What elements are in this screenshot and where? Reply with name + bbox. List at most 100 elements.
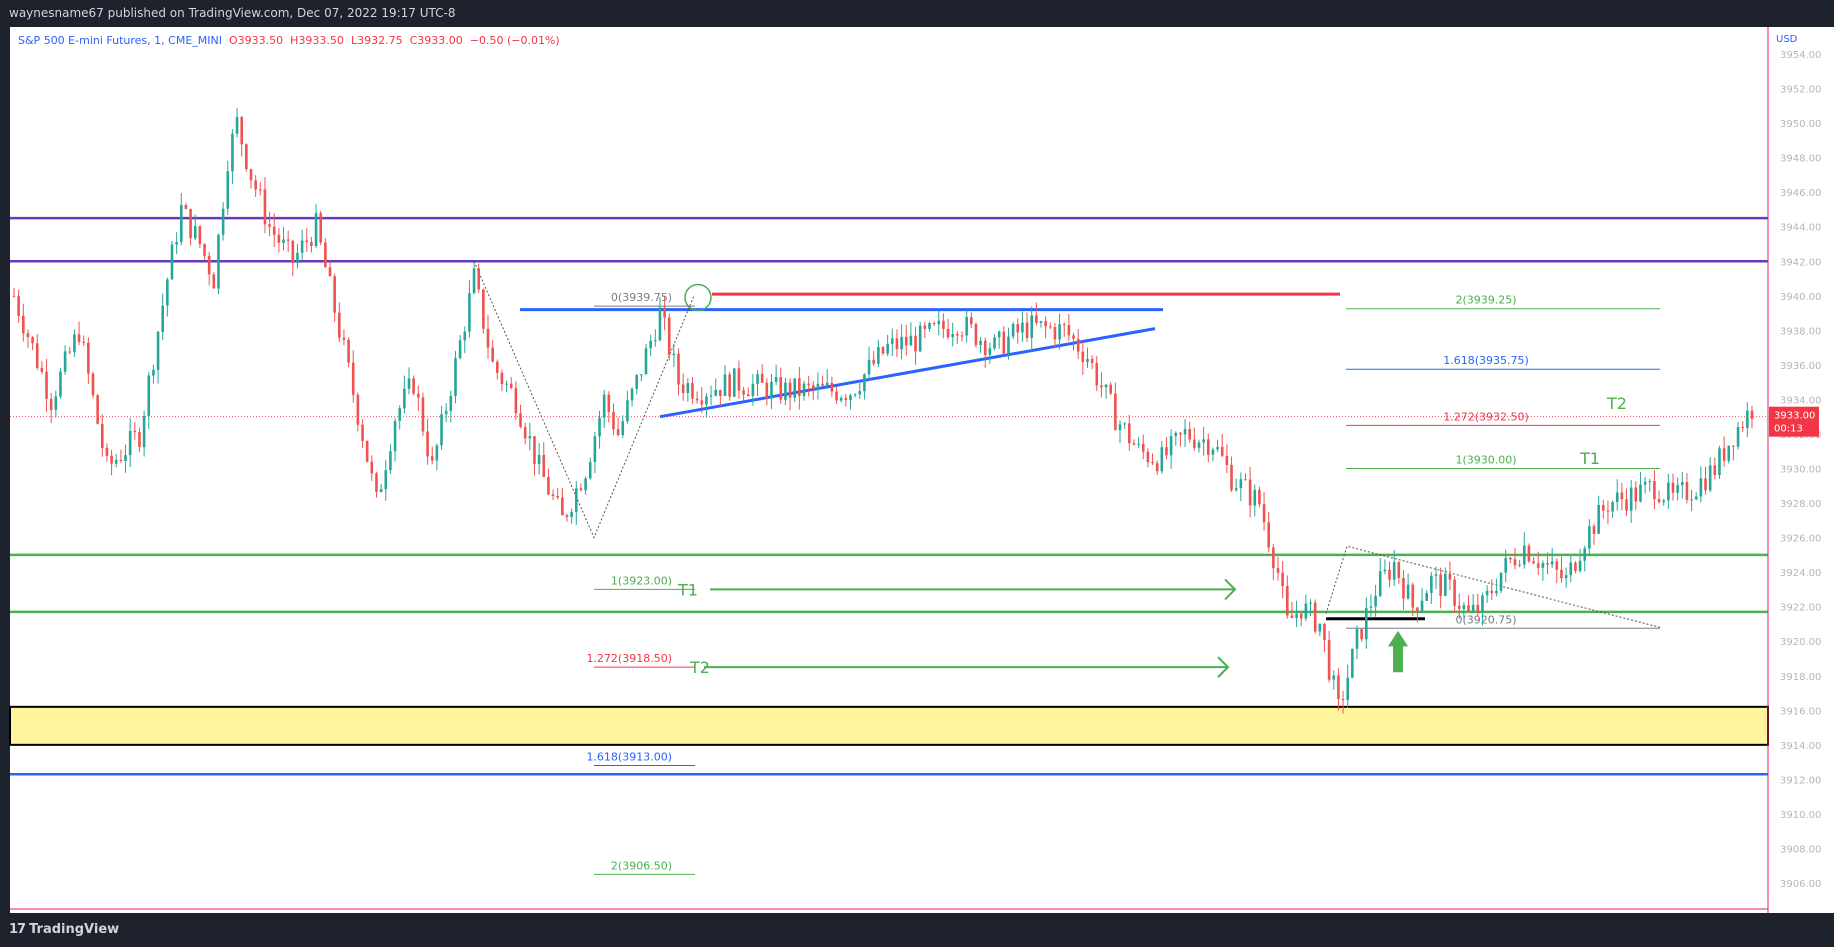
candle-body bbox=[542, 454, 546, 477]
candle-body bbox=[1244, 479, 1247, 481]
candle-body bbox=[258, 189, 262, 191]
candle-body bbox=[1676, 485, 1679, 493]
candle-body bbox=[96, 395, 99, 424]
candle-body bbox=[486, 328, 490, 348]
candle-body bbox=[1021, 322, 1024, 333]
candle-body bbox=[705, 396, 708, 405]
candle-body bbox=[472, 268, 476, 294]
candle-body bbox=[1727, 445, 1731, 461]
candle-body bbox=[1067, 325, 1071, 336]
candle-body bbox=[951, 333, 955, 338]
candle-body bbox=[240, 117, 244, 145]
candle-body bbox=[723, 374, 727, 396]
candle-body bbox=[133, 430, 137, 433]
candle-body bbox=[1532, 561, 1535, 564]
candle-body bbox=[398, 408, 402, 421]
candle-body bbox=[384, 470, 388, 490]
candle-body bbox=[816, 383, 820, 390]
candle-body bbox=[463, 331, 467, 341]
price-tick-label: 3942.00 bbox=[1780, 257, 1821, 268]
candle-body bbox=[105, 447, 109, 456]
candle-body bbox=[370, 461, 374, 474]
pivot-circle[interactable] bbox=[684, 283, 712, 312]
candle-body bbox=[1369, 606, 1373, 608]
up-arrow-marker[interactable] bbox=[1388, 630, 1408, 673]
candle-body bbox=[1100, 385, 1103, 388]
candle-body bbox=[979, 340, 982, 346]
candle-body bbox=[1262, 504, 1266, 523]
candle-body bbox=[719, 389, 722, 396]
candle-body bbox=[454, 358, 457, 396]
candle-body bbox=[128, 430, 132, 456]
candle-body bbox=[756, 374, 759, 384]
candle-body bbox=[728, 374, 731, 397]
candle-body bbox=[533, 436, 536, 464]
candle-body bbox=[1564, 575, 1568, 579]
candle-body bbox=[351, 362, 355, 395]
fib-left-label-1: 1(3923.00) bbox=[611, 574, 672, 587]
symbol-legend: S&P 500 E-mini Futures, 1, CME_MINI O393… bbox=[18, 34, 560, 47]
candle-body bbox=[1211, 449, 1215, 455]
candle-body bbox=[217, 234, 220, 289]
candle-body bbox=[1169, 436, 1173, 456]
candle-body bbox=[500, 372, 504, 384]
candle-body bbox=[124, 455, 127, 461]
candle-body bbox=[1360, 629, 1363, 640]
candle-body bbox=[1127, 423, 1131, 444]
rising-trendline[interactable] bbox=[659, 327, 1156, 419]
support-zone-rect[interactable] bbox=[9, 705, 1769, 746]
low-label: L bbox=[350, 34, 358, 47]
candle-body bbox=[1299, 613, 1303, 619]
change-value: −0.50 (−0.01%) bbox=[469, 34, 560, 47]
candle-body bbox=[1462, 605, 1466, 609]
candle-body bbox=[770, 381, 773, 399]
candle-body bbox=[1704, 478, 1707, 491]
candle-body bbox=[1258, 489, 1261, 505]
candle-body bbox=[59, 371, 62, 397]
candle-body bbox=[1578, 560, 1582, 571]
candle-body bbox=[35, 343, 39, 368]
candle-body bbox=[928, 323, 931, 329]
price-tick-label: 3940.00 bbox=[1780, 292, 1821, 303]
candle-body bbox=[923, 325, 927, 329]
candle-body bbox=[1555, 561, 1559, 570]
candle-body bbox=[184, 205, 188, 209]
candle-body bbox=[1025, 322, 1029, 338]
countdown-text: 00:13 bbox=[1774, 424, 1803, 435]
chart-canvas[interactable]: 0(3939.75) 1(3923.00) 1.272(3918.50) 1.618(… bbox=[0, 0, 1834, 913]
candle-body bbox=[1527, 545, 1531, 562]
candle-body bbox=[798, 378, 801, 396]
candle-body bbox=[821, 383, 824, 386]
candle-body bbox=[1355, 629, 1359, 649]
candle-body bbox=[983, 340, 987, 355]
candle-body bbox=[1281, 572, 1284, 587]
candle-body bbox=[1220, 446, 1224, 456]
candle-body bbox=[1318, 623, 1322, 632]
candle-body bbox=[932, 323, 936, 325]
last-price-badge[interactable] bbox=[1769, 406, 1819, 437]
candle-body bbox=[87, 342, 90, 374]
price-tick-label: 3924.00 bbox=[1780, 568, 1821, 579]
chart-area[interactable] bbox=[10, 27, 1834, 913]
candle-body bbox=[426, 431, 429, 457]
candle-body bbox=[1736, 426, 1740, 447]
candle-body bbox=[175, 242, 178, 245]
candle-body bbox=[1560, 569, 1563, 579]
candle-body bbox=[895, 338, 899, 350]
candle-body bbox=[1750, 410, 1754, 419]
candle-body bbox=[779, 376, 783, 400]
candle-body bbox=[1044, 321, 1047, 327]
candle-body bbox=[45, 371, 48, 399]
candle-body bbox=[1160, 447, 1164, 472]
candle-body bbox=[839, 397, 843, 401]
tradingview-logo[interactable]: 17 TradingView bbox=[0, 922, 119, 937]
candle-body bbox=[342, 337, 346, 340]
candle-body bbox=[1420, 600, 1424, 612]
candle-body bbox=[1671, 482, 1675, 493]
candle-body bbox=[1643, 481, 1647, 485]
close-label: C bbox=[409, 34, 418, 47]
candle-body bbox=[1327, 640, 1331, 680]
candle-body bbox=[1197, 442, 1201, 448]
candle-body bbox=[1123, 423, 1126, 425]
candle-body bbox=[1653, 481, 1656, 500]
